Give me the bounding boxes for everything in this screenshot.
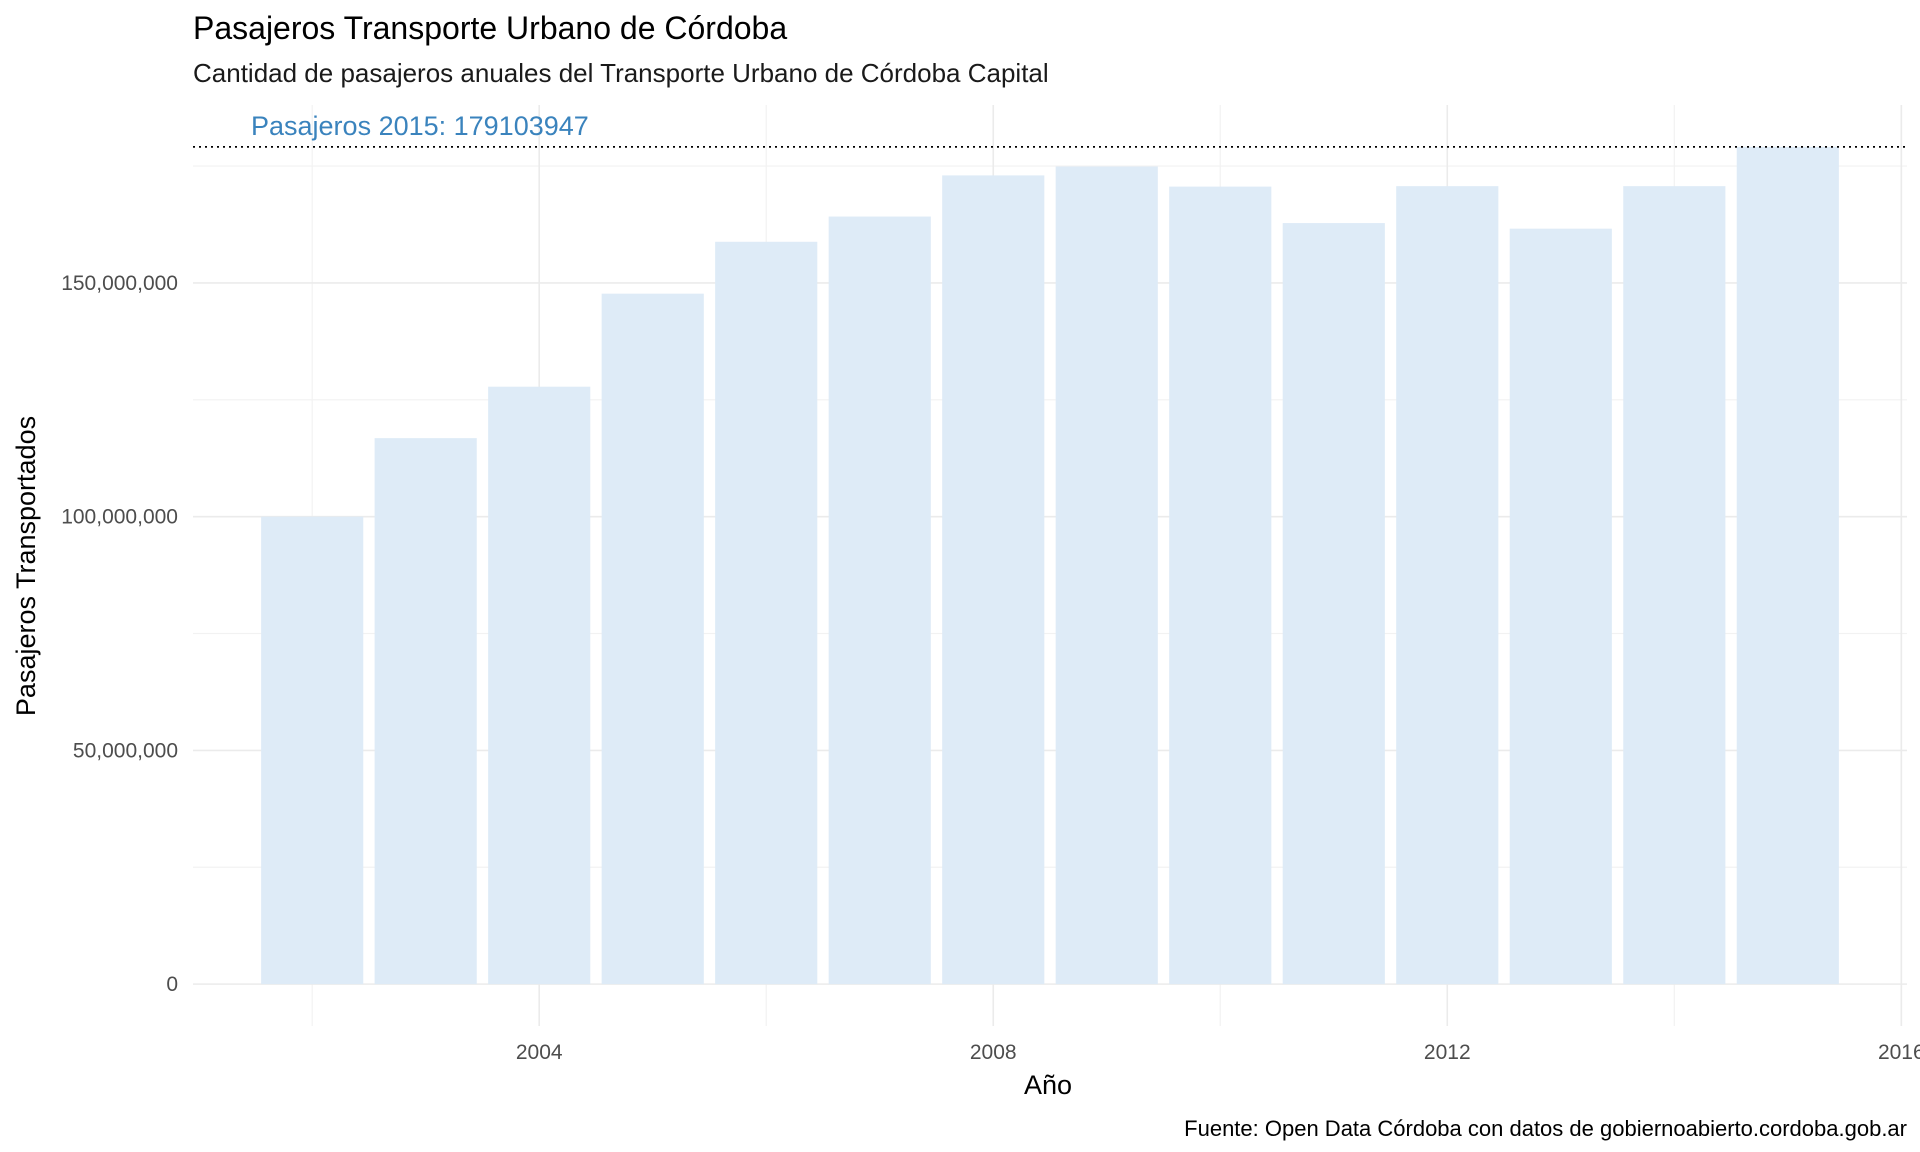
chart-caption: Fuente: Open Data Córdoba con datos de g…: [1184, 1116, 1907, 1141]
bar-2009: [1055, 166, 1158, 985]
bar-2012: [1396, 186, 1499, 985]
bar-2002: [261, 516, 364, 985]
x-axis-ticks: 2004 2008 2012 2016: [516, 1041, 1920, 1064]
bar-2015: [1736, 146, 1839, 985]
y-tick-label: 0: [166, 973, 178, 996]
reference-line-label: Pasajeros 2015: 179103947: [251, 111, 589, 141]
bar-2004: [488, 386, 591, 985]
reference-line-group: Pasajeros 2015: 179103947: [193, 111, 1907, 148]
bar-2006: [715, 241, 818, 985]
x-tick-label: 2008: [970, 1041, 1017, 1064]
y-tick-label: 100,000,000: [61, 506, 178, 529]
x-tick-label: 2012: [1424, 1041, 1471, 1064]
x-axis-title: Año: [1024, 1070, 1072, 1100]
bar-2005: [601, 293, 704, 985]
y-axis-ticks: 0 50,000,000 100,000,000 150,000,000: [61, 272, 178, 996]
bar-2010: [1169, 186, 1272, 985]
bar-2003: [374, 438, 477, 985]
bar-2008: [942, 175, 1045, 985]
y-tick-label: 50,000,000: [73, 739, 178, 762]
y-tick-label: 150,000,000: [61, 272, 178, 295]
y-axis-title: Pasajeros Transportados: [11, 416, 41, 716]
bars: [261, 146, 1839, 985]
x-tick-label: 2016: [1878, 1041, 1920, 1064]
chart-subtitle: Cantidad de pasajeros anuales del Transp…: [193, 58, 1049, 88]
x-tick-label: 2004: [516, 1041, 563, 1064]
bar-2014: [1623, 186, 1726, 985]
bar-2011: [1282, 223, 1385, 985]
chart-title: Pasajeros Transporte Urbano de Córdoba: [193, 10, 787, 46]
bar-2013: [1509, 228, 1612, 985]
bar-2007: [828, 216, 931, 985]
